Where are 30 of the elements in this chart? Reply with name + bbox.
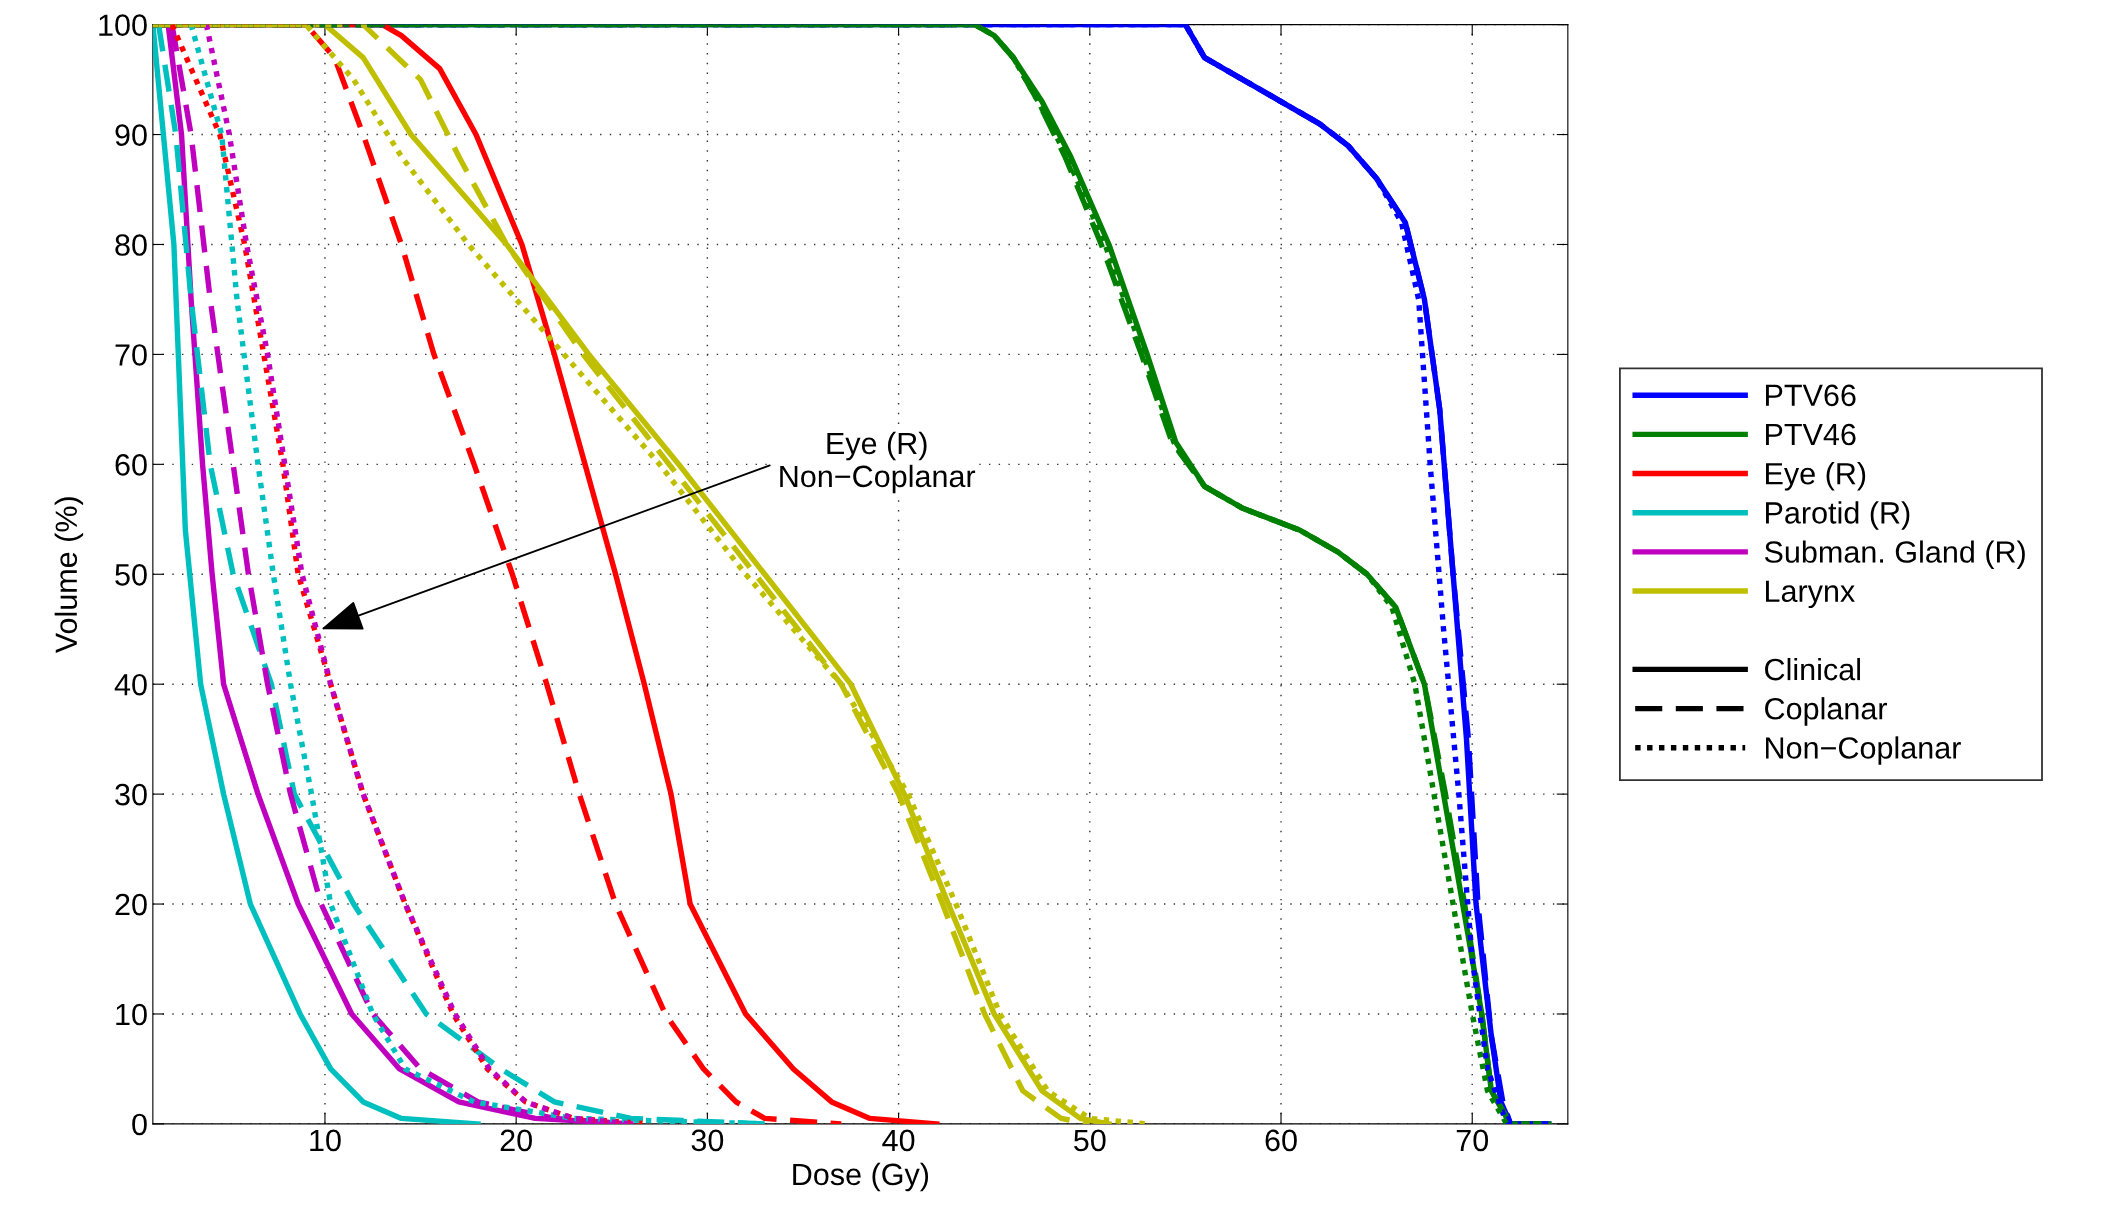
legend-label: Clinical xyxy=(1765,657,1860,681)
y-tick-label: 20 xyxy=(115,893,147,916)
legend-label: Coplanar xyxy=(1765,697,1887,726)
y-tick-label: 90 xyxy=(115,124,147,146)
x-tick-label: 70 xyxy=(1456,1129,1489,1152)
legend-label: Eye (R) xyxy=(1766,462,1866,491)
x-tick-label: 40 xyxy=(882,1129,915,1152)
legend-label: Larynx xyxy=(1766,580,1855,609)
y-tick-label: 40 xyxy=(114,673,147,696)
y-tick-label: 50 xyxy=(115,564,147,586)
y-tick-label: 60 xyxy=(115,454,147,476)
x-tick-label: 50 xyxy=(1074,1129,1106,1152)
x-tick-label: 30 xyxy=(691,1129,724,1152)
y-tick-label: 70 xyxy=(115,344,147,366)
y-tick-label: 10 xyxy=(116,1003,147,1026)
legend-label: Subman. Gland (R) xyxy=(1764,540,2025,569)
y-tick-label: 80 xyxy=(115,234,147,256)
legend-label: PTV66 xyxy=(1766,384,1856,407)
legend-label: Parotid (R) xyxy=(1766,501,1910,530)
x-tick-label: 10 xyxy=(310,1129,341,1152)
y-tick-label: 30 xyxy=(115,783,147,806)
legend-label: PTV46 xyxy=(1766,423,1856,446)
y-tick-label: 0 xyxy=(132,1113,147,1136)
x-tick-label: 20 xyxy=(500,1129,532,1152)
y-tick-label: 100 xyxy=(99,14,147,36)
legend-label: Non−Coplanar xyxy=(1766,736,1961,765)
annotation: Eye (R) Non−Coplanar xyxy=(780,431,976,494)
x-axis-title: Dose (Gy) xyxy=(793,1162,929,1192)
x-tick-label: 60 xyxy=(1265,1129,1297,1152)
y-axis-title: Volume (%) xyxy=(54,497,84,654)
